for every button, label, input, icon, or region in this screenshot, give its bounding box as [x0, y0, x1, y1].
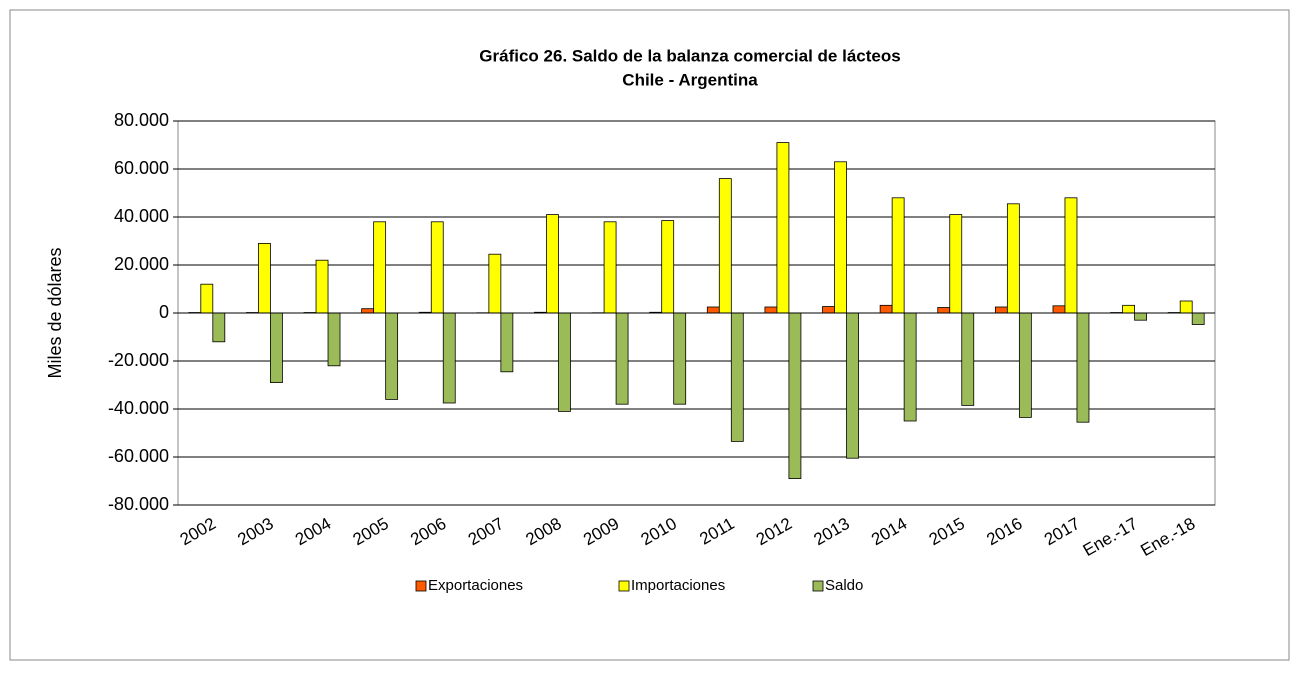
legend-swatch [813, 581, 823, 591]
bar [707, 307, 719, 313]
bar [1065, 198, 1077, 313]
bar [1053, 306, 1065, 313]
bar [995, 307, 1007, 313]
y-tick-label: -20.000 [108, 350, 169, 370]
bar [835, 162, 847, 313]
bar [616, 313, 628, 404]
bar [546, 215, 558, 313]
bar [558, 313, 570, 411]
bar [1077, 313, 1089, 422]
chart-title: Gráfico 26. Saldo de la balanza comercia… [479, 46, 900, 65]
legend-label: Saldo [825, 577, 863, 594]
bar [674, 313, 686, 404]
chart-subtitle: Chile - Argentina [622, 70, 758, 89]
bar [950, 215, 962, 313]
y-tick-label: 0 [159, 302, 169, 322]
legend-swatch [619, 581, 629, 591]
bar [270, 313, 282, 383]
bar [1180, 301, 1192, 313]
bar [1192, 313, 1204, 325]
bar [431, 222, 443, 313]
bar [847, 313, 859, 458]
y-tick-label: -40.000 [108, 398, 169, 418]
bar [777, 143, 789, 313]
legend-label: Importaciones [631, 577, 725, 594]
bar [443, 313, 455, 403]
bar [1123, 305, 1135, 313]
bar [892, 198, 904, 313]
bar [962, 313, 974, 405]
y-tick-label: 60.000 [114, 158, 169, 178]
y-tick-label: 80.000 [114, 110, 169, 130]
bar [823, 307, 835, 313]
y-tick-label: -60.000 [108, 446, 169, 466]
bar [201, 284, 213, 313]
bar [604, 222, 616, 313]
bar [362, 309, 374, 313]
y-axis-label: Miles de dólares [45, 247, 65, 378]
bar [880, 305, 892, 313]
bar [374, 222, 386, 313]
bar [938, 307, 950, 313]
bar [765, 307, 777, 313]
bar [731, 313, 743, 441]
bar [719, 179, 731, 313]
bar [1135, 313, 1147, 320]
y-tick-label: 40.000 [114, 206, 169, 226]
bar [789, 313, 801, 479]
bar [501, 313, 513, 372]
bar [328, 313, 340, 366]
bar [904, 313, 916, 421]
bar [316, 260, 328, 313]
y-tick-label: 20.000 [114, 254, 169, 274]
bar [213, 313, 225, 342]
bar [489, 254, 501, 313]
y-tick-label: -80.000 [108, 494, 169, 514]
bar [1007, 204, 1019, 313]
bar [386, 313, 398, 399]
legend-label: Exportaciones [428, 577, 523, 594]
bar [258, 243, 270, 313]
bar [662, 221, 674, 313]
legend-swatch [416, 581, 426, 591]
bar [1019, 313, 1031, 417]
